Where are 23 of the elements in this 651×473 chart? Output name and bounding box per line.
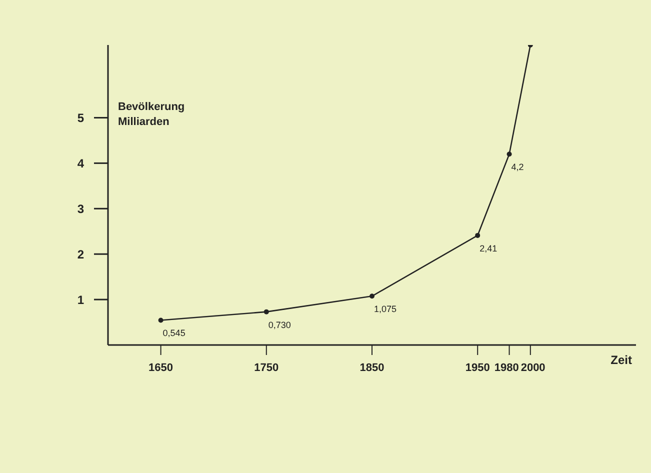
- data-label: 0,545: [162, 328, 186, 338]
- data-label: 0,730: [268, 320, 291, 330]
- x-axis-title: Zeit: [610, 353, 632, 367]
- point: [158, 318, 164, 323]
- x-tick-label: 1980: [494, 362, 519, 374]
- data-label: 2,41: [480, 243, 498, 254]
- point: [475, 232, 480, 238]
- data-label: 4,2: [511, 162, 524, 172]
- x-tick-label: 2000: [520, 362, 546, 374]
- y-tick-label: 2: [77, 247, 84, 262]
- y-axis-title: Bevölkerung Milliarden: [118, 100, 185, 130]
- y-tick-label: 4: [77, 156, 84, 170]
- x-tick-label: 1750: [254, 362, 279, 374]
- y-tick-label: 3: [77, 202, 84, 216]
- point: [506, 152, 512, 157]
- x-tick-label: 1850: [360, 362, 384, 374]
- point: [264, 309, 269, 314]
- x-tick-label: 1650: [148, 362, 174, 374]
- y-tick-label: 5: [77, 110, 84, 125]
- data-label: 1,075: [374, 304, 397, 314]
- point: [370, 294, 374, 299]
- y-tick-label: 1: [77, 292, 84, 307]
- x-tick-label: 1950: [465, 362, 490, 374]
